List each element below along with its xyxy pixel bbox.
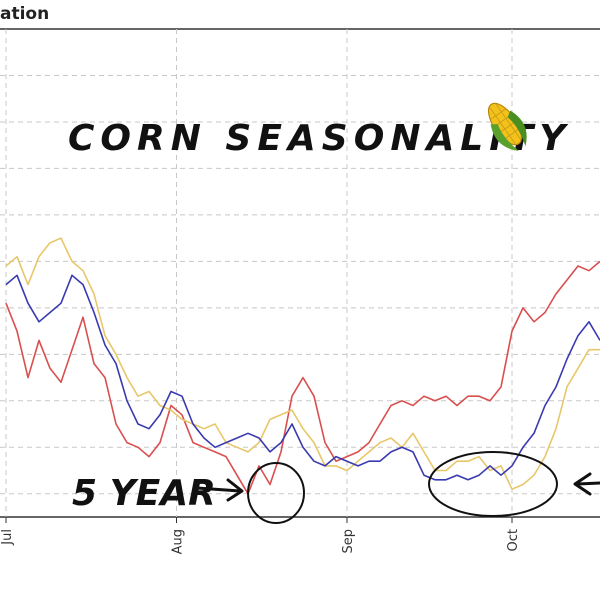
- series-lines: [5, 237, 600, 495]
- corn-icon: [487, 102, 527, 151]
- gridlines: [0, 29, 600, 517]
- arrow-right-icon: [195, 478, 244, 502]
- x-tick-label: Sep: [341, 529, 356, 554]
- series-line-2: [5, 237, 600, 490]
- series-line-1: [5, 260, 600, 495]
- annotation-5-year-label: 5 YEAR: [72, 473, 216, 514]
- annotation-title: CORN SEASONALITY: [68, 118, 571, 159]
- x-axis-ticks: Jul Aug Sep Oct: [0, 517, 521, 554]
- chart-header-title: ation: [0, 4, 50, 24]
- series-line-3: [5, 274, 600, 481]
- x-tick-label: Oct: [506, 529, 521, 551]
- x-tick-label: Jul: [0, 529, 15, 546]
- x-tick-label: Aug: [171, 529, 186, 554]
- chart-header: ation: [0, 0, 600, 30]
- highlight-circle-october: [428, 451, 558, 517]
- arrow-left-icon: [573, 472, 600, 496]
- highlight-circle-august: [247, 462, 305, 524]
